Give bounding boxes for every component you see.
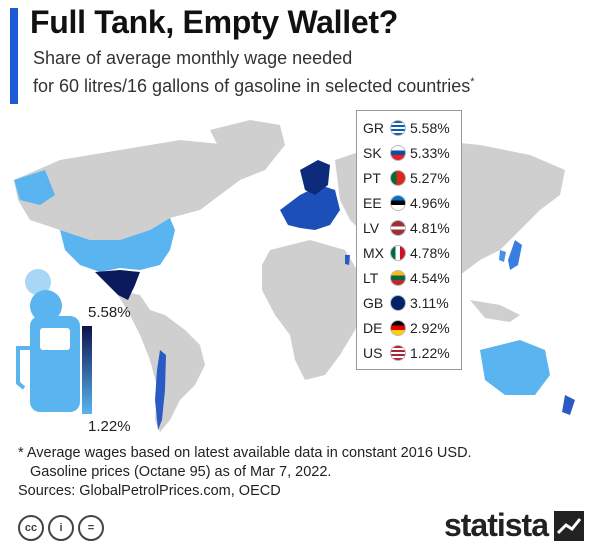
- legend-country-code: DE: [363, 319, 383, 336]
- flag-slovakia-icon: [390, 144, 406, 161]
- flag-mexico-icon: [390, 244, 406, 261]
- legend-country-code: LT: [363, 269, 379, 286]
- region-new-zealand: [562, 395, 575, 415]
- scale-min-label: 1.22%: [88, 418, 131, 435]
- footnote: * Average wages based on latest availabl…: [18, 444, 578, 501]
- legend-country-code: LV: [363, 219, 380, 236]
- legend-row: GB 3.11%: [363, 290, 455, 315]
- cc-icon[interactable]: cc: [18, 515, 44, 541]
- scale-max-label: 5.58%: [88, 304, 131, 321]
- legend-value: 5.27%: [410, 169, 450, 186]
- region-europe: [280, 185, 340, 230]
- legend-country-code: GB: [363, 294, 384, 311]
- legend-value: 3.11%: [410, 294, 449, 311]
- region-mexico: [95, 270, 140, 300]
- subtitle-line-2-text: for 60 litres/16 gallons of gasoline in …: [33, 76, 471, 96]
- flag-greece-icon: [390, 119, 406, 136]
- legend-row: SK 5.33%: [363, 140, 455, 165]
- legend-value: 2.92%: [410, 319, 450, 336]
- legend-row: PT 5.27%: [363, 165, 455, 190]
- logo-text: statista: [443, 507, 549, 543]
- license-icons: cc i =: [18, 515, 104, 541]
- legend-row: MX 4.78%: [363, 240, 455, 265]
- region-japan: [508, 240, 522, 270]
- statista-logo[interactable]: statista: [444, 507, 584, 544]
- legend-value: 4.78%: [410, 244, 450, 261]
- flag-germany-icon: [390, 319, 406, 336]
- region-australia: [480, 340, 550, 395]
- flag-lithuania-icon: [390, 269, 406, 286]
- region-usa: [60, 218, 175, 272]
- footnote-line-2: Gasoline prices (Octane 95) as of Mar 7,…: [30, 464, 332, 480]
- legend-row: LT 4.54%: [363, 265, 455, 290]
- by-icon[interactable]: i: [48, 515, 74, 541]
- legend-row: GR 5.58%: [363, 115, 455, 140]
- region-chile: [155, 350, 166, 430]
- legend-country-code: MX: [363, 244, 384, 261]
- title-accent-bar: [10, 8, 18, 104]
- legend-country-code: EE: [363, 194, 382, 211]
- page-title: Full Tank, Empty Wallet?: [30, 4, 398, 40]
- legend-value: 5.33%: [410, 144, 450, 161]
- legend-country-code: GR: [363, 119, 384, 136]
- subtitle-line-2: for 60 litres/16 gallons of gasoline in …: [33, 70, 573, 98]
- region-israel: [345, 255, 350, 265]
- subtitle-line-1: Share of average monthly wage needed: [33, 48, 353, 68]
- flag-usa-icon: [390, 344, 406, 361]
- legend-row: DE 2.92%: [363, 315, 455, 340]
- flag-uk-icon: [390, 294, 406, 311]
- flag-estonia-icon: [390, 194, 406, 211]
- ranking-legend: GR 5.58% SK 5.33% PT 5.27% EE 4.96% LV 4.81% MX 4.7…: [356, 110, 462, 370]
- gas-pump-icon: [16, 269, 80, 412]
- legend-value: 4.81%: [410, 219, 450, 236]
- legend-country-code: SK: [363, 144, 382, 161]
- legend-country-code: PT: [363, 169, 381, 186]
- region-alaska: [14, 170, 55, 205]
- legend-country-code: US: [363, 344, 383, 361]
- statista-mark-icon: [554, 510, 584, 541]
- legend-value: 4.96%: [410, 194, 450, 211]
- footnote-line-1: * Average wages based on latest availabl…: [18, 445, 472, 461]
- subtitle-footnote-mark: *: [470, 76, 475, 88]
- flag-latvia-icon: [390, 219, 406, 236]
- nd-icon[interactable]: =: [78, 515, 104, 541]
- legend-value: 4.54%: [410, 269, 450, 286]
- flag-portugal-icon: [390, 169, 406, 186]
- color-scale-bar: [82, 326, 92, 414]
- footnote-sources: Sources: GlobalPetrolPrices.com, OECD: [18, 483, 281, 499]
- region-korea: [499, 250, 506, 262]
- region-scandinavia: [300, 160, 330, 195]
- legend-row: US 1.22%: [363, 340, 455, 365]
- legend-row: LV 4.81%: [363, 215, 455, 240]
- legend-value: 1.22%: [410, 344, 450, 361]
- page-subtitle: Share of average monthly wage needed for…: [33, 46, 573, 98]
- legend-value: 5.58%: [410, 119, 450, 136]
- legend-row: EE 4.96%: [363, 190, 455, 215]
